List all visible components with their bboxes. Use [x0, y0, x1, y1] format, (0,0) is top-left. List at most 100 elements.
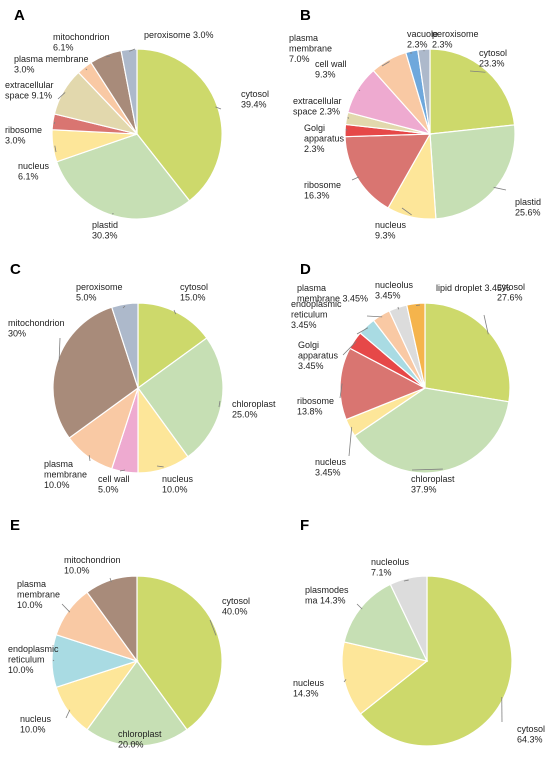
leader-line-endoplasmic-reticulum: [52, 659, 55, 662]
slice-label-golgi-apparatus: Golgi apparatus 2.3%: [304, 123, 345, 154]
slice-cytosol: [136, 48, 223, 202]
leader-line-mitochondrion: [106, 55, 111, 58]
slice-label-plasma-membrane: plasma membrane 7.0%: [289, 33, 332, 64]
leader-line-plasma-membrane: [85, 68, 88, 71]
slice-label-peroxisome: peroxisome 2.3%: [432, 29, 479, 50]
slice-label-extracellular-space: extracellular space 2.3%: [293, 96, 342, 117]
leader-line-nucleolus: [403, 579, 409, 582]
leader-line-cytosol: [173, 309, 177, 315]
slice-label-ribosome: ribosome 13.8%: [297, 396, 334, 417]
slice-cytosol: [136, 575, 223, 731]
slice-label-plasma-membrane: plasma membrane 3.0%: [14, 54, 89, 75]
panel-label: C: [10, 261, 21, 278]
slice-label-cell-wall: cell wall 9.3%: [315, 59, 347, 80]
slice-mitochondrion: [52, 306, 139, 439]
slice-label-plasma-membrane: plasma membrane 3.45%: [297, 283, 368, 304]
slice-label-cytosol: cytosol 64.3%: [517, 724, 545, 745]
slice-lipid-droplet: [406, 302, 426, 389]
slice-label-nucleus: nucleus 10.0%: [20, 714, 52, 735]
slice-chloroplast: [137, 337, 224, 458]
slice-cytosol: [429, 48, 516, 135]
slice-peroxisome: [110, 302, 139, 389]
panel-label: F: [300, 517, 309, 534]
panel-label: A: [14, 7, 25, 24]
leader-line-cytosol: [469, 70, 486, 73]
leader-line-ribosome: [351, 176, 360, 181]
slice-label-nucleolus: nucleolus 3.45%: [375, 280, 414, 301]
slice-label-plastid: plastid 30.3%: [92, 220, 118, 241]
leader-line-plasma-membrane: [366, 315, 383, 318]
slice-label-golgi-apparatus: Golgi apparatus 3.45%: [298, 340, 339, 371]
leader-line-cytosol: [209, 619, 217, 636]
slice-label-peroxisome: peroxisome 3.0%: [144, 30, 214, 40]
leader-line-nucleus: [348, 426, 353, 457]
slice-cytosol: [359, 575, 513, 747]
leader-line-plastid: [493, 186, 507, 191]
leader-line-extracellular-space: [57, 92, 66, 100]
slice-label-mitochondrion: mitochondrion 30%: [8, 318, 65, 339]
slice-chloroplast: [86, 659, 188, 747]
slice-ribosome: [339, 347, 427, 421]
panel-label: E: [10, 517, 20, 534]
slice-label-endoplasmic-reticulum: endoplasmic reticulum 3.45%: [291, 299, 342, 330]
slice-label-nucleus: nucleus 6.1%: [18, 161, 50, 182]
slice-cytosol: [424, 302, 511, 403]
leader-line-cytosol: [215, 106, 222, 110]
slice-label-nucleus: nucleus 10.0%: [162, 474, 194, 495]
leader-line-nucleus: [65, 709, 71, 719]
slice-label-cytosol: cytosol 23.3%: [479, 48, 507, 69]
slice-peroxisome: [417, 48, 431, 135]
leader-line-peroxisome: [129, 48, 136, 52]
slice-label-cytosol: cytosol 39.4%: [241, 89, 269, 110]
leader-line-nucleus: [54, 145, 57, 153]
slice-label-extracellular-space: extracellular space 9.1%: [5, 80, 54, 101]
slice-label-nucleus: nucleus 14.3%: [293, 678, 325, 699]
slice-chloroplast: [353, 387, 510, 474]
slice-label-ribosome: ribosome 3.0%: [5, 125, 42, 146]
leader-line-chloroplast: [129, 742, 138, 745]
leader-line-plasma-membrane: [61, 603, 71, 613]
leader-line-cytosol: [483, 314, 489, 335]
leader-line-plasma-membrane: [381, 61, 390, 67]
leader-line-mitochondrion: [58, 337, 61, 363]
slice-cytosol: [137, 302, 208, 390]
slice-nucleolus: [389, 575, 428, 662]
leader-line-endoplasmic-reticulum: [356, 327, 369, 335]
leader-line-nucleus: [156, 465, 164, 468]
slice-label-chloroplast: chloroplast 25.0%: [232, 399, 276, 420]
leader-line-golgi-apparatus: [342, 341, 357, 356]
slice-label-nucleus: nucleus 9.3%: [375, 220, 407, 241]
slice-label-plasma-membrane: plasma membrane 10.0%: [17, 579, 60, 610]
slice-label-cytosol: cytosol 40.0%: [222, 596, 250, 617]
leader-line-plasmodes-ma: [356, 603, 363, 610]
slice-plastid: [429, 124, 516, 220]
leader-line-nucleus: [401, 207, 412, 216]
leader-line-nucleus: [343, 679, 347, 683]
slice-label-ribosome: ribosome 16.3%: [304, 180, 341, 201]
slice-label-plastid: plastid 25.6%: [515, 197, 541, 218]
leader-line-peroxisome: [122, 305, 126, 309]
leader-line-cell-wall: [119, 469, 126, 472]
slice-peroxisome: [120, 48, 138, 135]
leader-line-chloroplast: [218, 400, 221, 408]
slice-nucleus: [341, 641, 429, 715]
slice-label-mitochondrion: mitochondrion 6.1%: [53, 32, 110, 53]
slice-plastid: [55, 133, 191, 220]
panel-label: B: [300, 7, 311, 24]
slice-label-nucleolus: nucleolus 7.1%: [371, 557, 410, 578]
slice-label-plasma-membrane: plasma membrane 10.0%: [44, 459, 87, 490]
leader-line-chloroplast: [411, 468, 443, 471]
leader-line-ribosome: [339, 383, 343, 399]
leader-line-golgi-apparatus: [345, 128, 348, 131]
slice-label-endoplasmic-reticulum: endoplasmic reticulum 10.0%: [8, 644, 59, 675]
slice-label-plasmodes-ma: plasmodes ma 14.3%: [305, 585, 349, 606]
panel-label: D: [300, 261, 311, 278]
slice-label-chloroplast: chloroplast 37.9%: [411, 474, 455, 495]
slice-label-nucleus: nucleus 3.45%: [315, 457, 347, 478]
